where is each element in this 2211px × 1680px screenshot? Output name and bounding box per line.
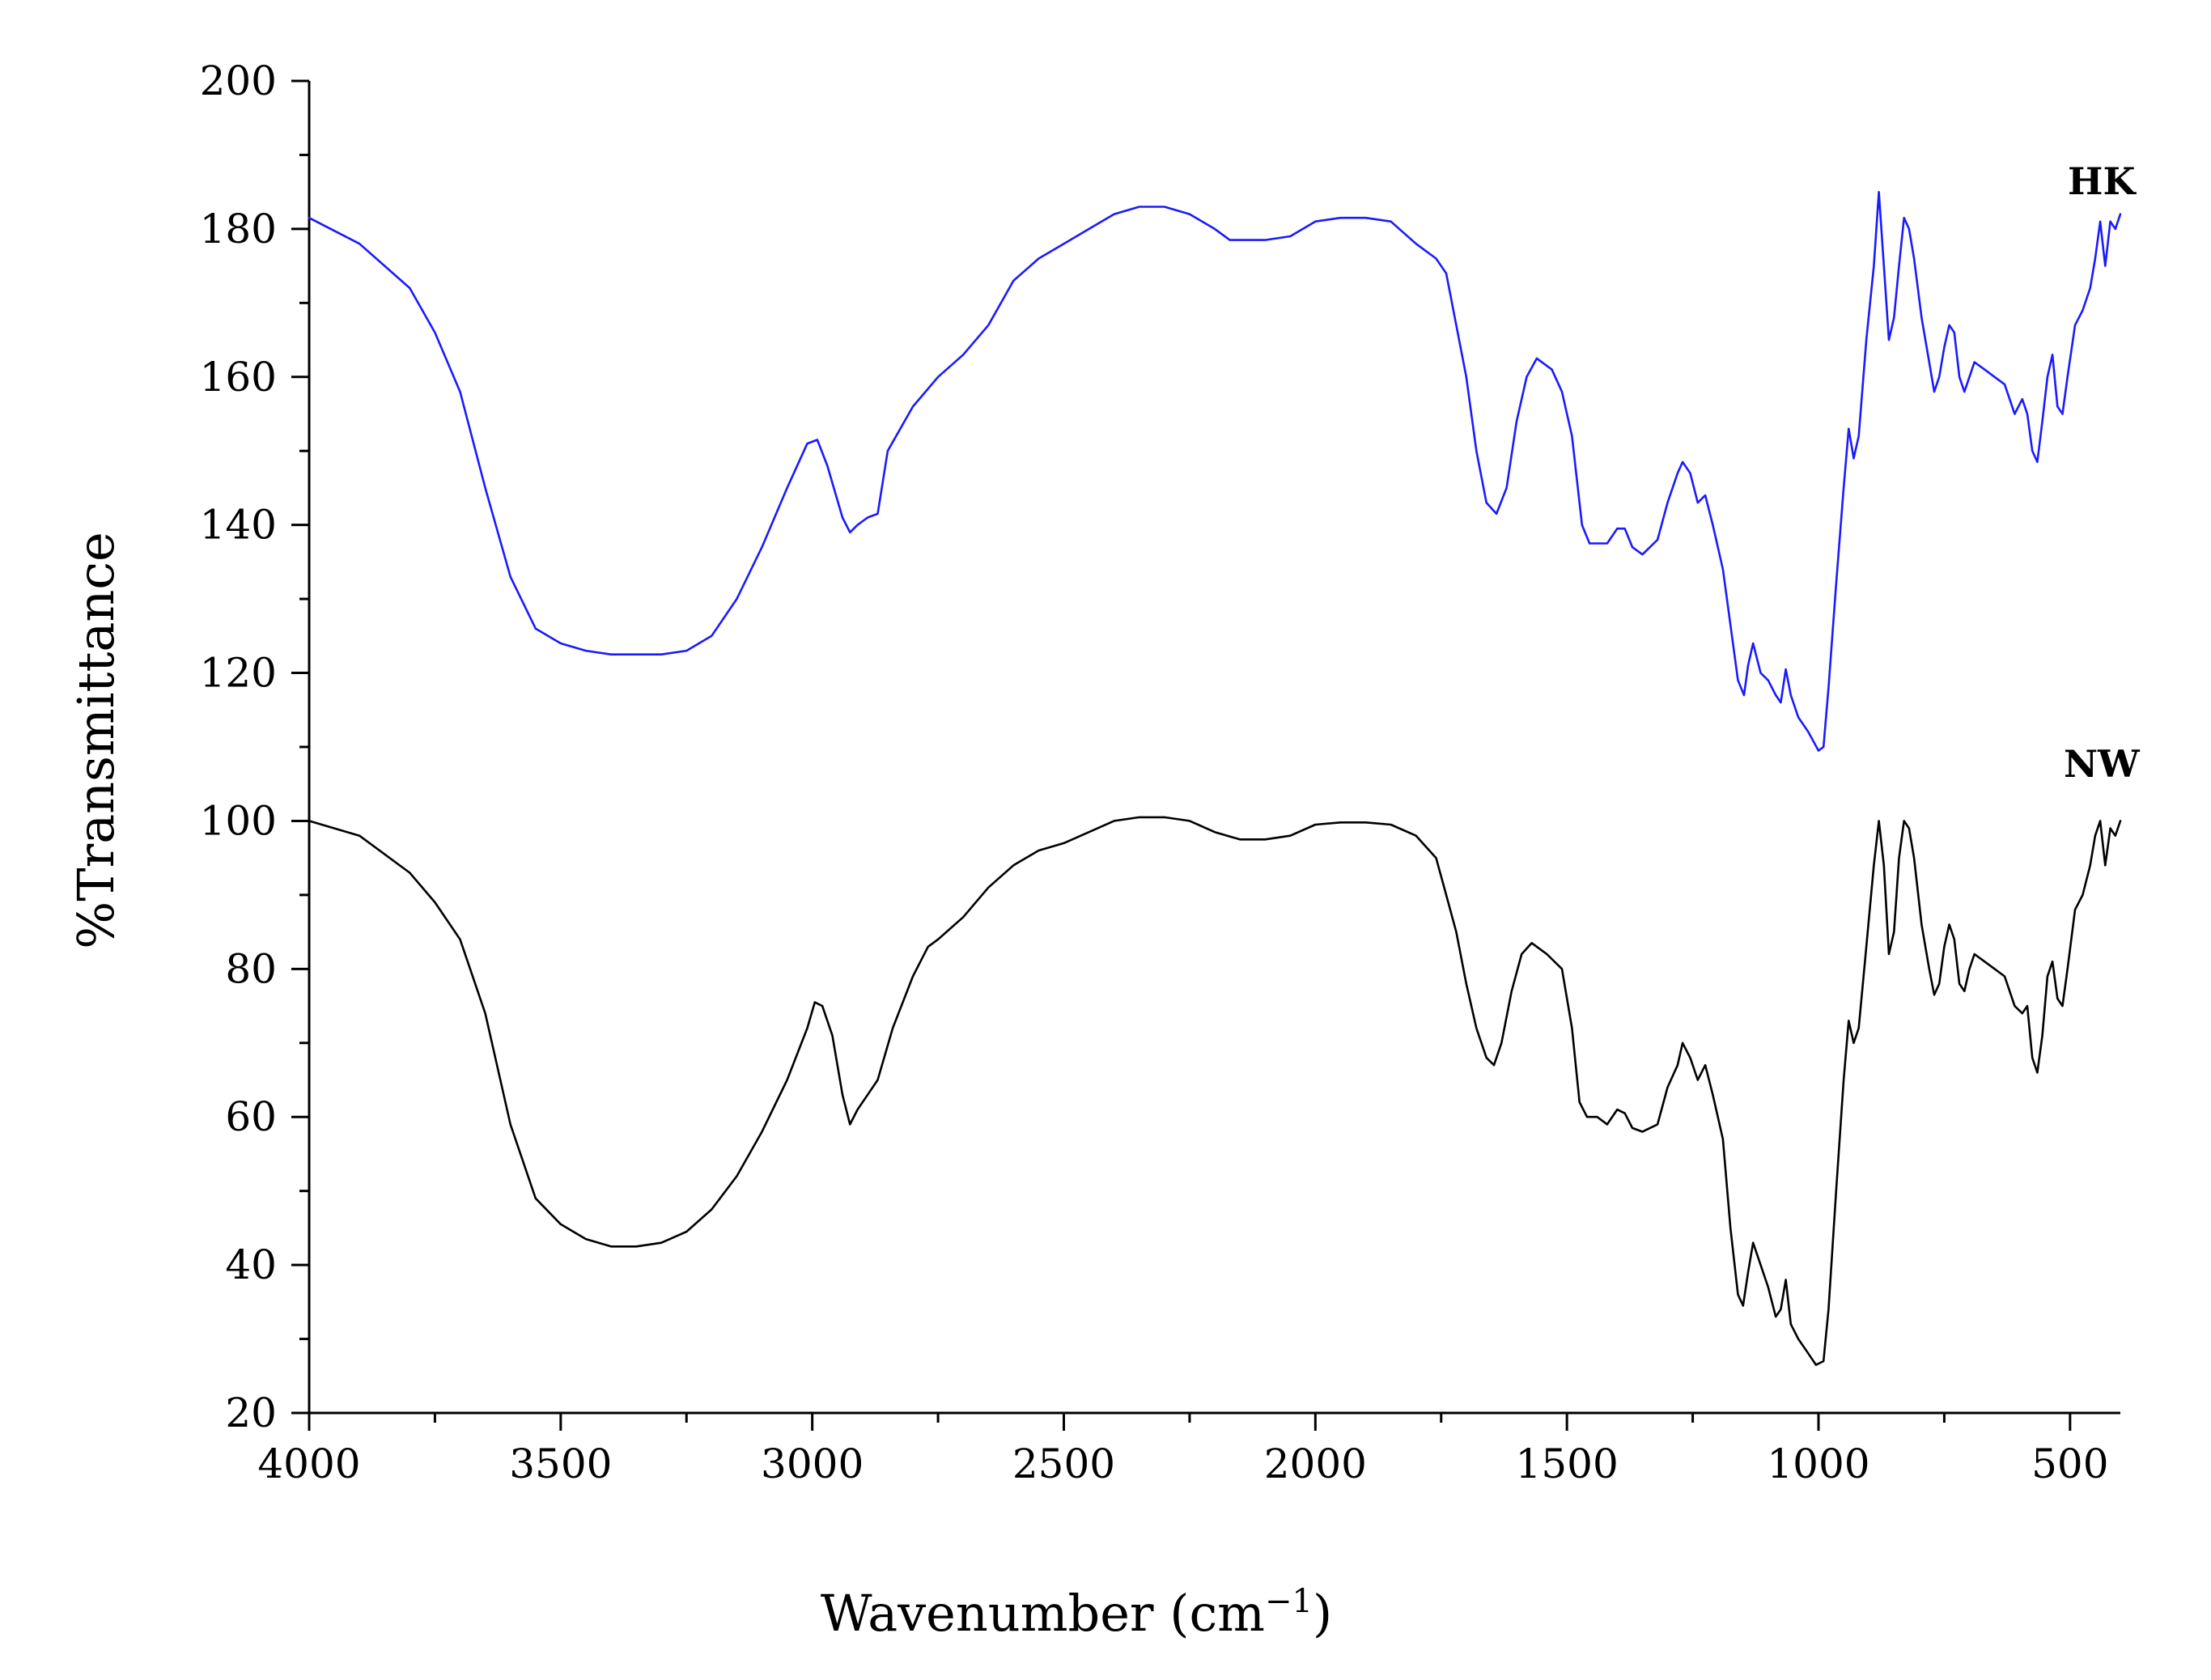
x-tick-label: 1000 [1767,1440,1869,1487]
x-axis-title-main: Wavenumber (cm [821,1584,1265,1643]
axes [308,81,2120,1415]
x-tick-label: 3000 [761,1440,864,1487]
series-label-hk: HK [2068,159,2137,203]
y-tick-label: 160 [200,354,277,401]
y-tick-label: 60 [225,1093,277,1140]
x-tick-label: 2000 [1264,1440,1367,1487]
y-tick-label: 100 [200,797,277,844]
y-tick-label: 200 [200,57,277,104]
x-tick-label: 2500 [1012,1440,1115,1487]
y-tick-label: 120 [200,650,277,697]
x-tick-label: 500 [2031,1440,2108,1487]
series-line-nw [308,816,2122,1366]
x-tick-label: 1500 [1516,1440,1619,1487]
y-tick-label: 20 [225,1389,277,1436]
series-line-hk [308,190,2122,752]
series-group [308,190,2122,1366]
x-tick-label: 4000 [257,1440,360,1487]
y-tick-label: 140 [200,502,277,549]
x-axis-title-close: ) [1313,1584,1332,1643]
y-tick-label: 180 [200,206,277,252]
y-axis-title: %Transmittance [66,532,125,948]
y-tick-label: 40 [225,1241,277,1288]
x-axis-title: Wavenumber (cm−1) [821,1583,1332,1643]
x-tick-label: 3500 [509,1440,612,1487]
y-tick-label: 80 [225,945,277,992]
series-label-nw: NW [2064,742,2141,786]
axis-ticks: 20 40 60 80 100 120 140 160 180 200 4000 3500 3000 25… [200,57,2109,1487]
x-axis-title-superscript: −1 [1265,1583,1313,1620]
